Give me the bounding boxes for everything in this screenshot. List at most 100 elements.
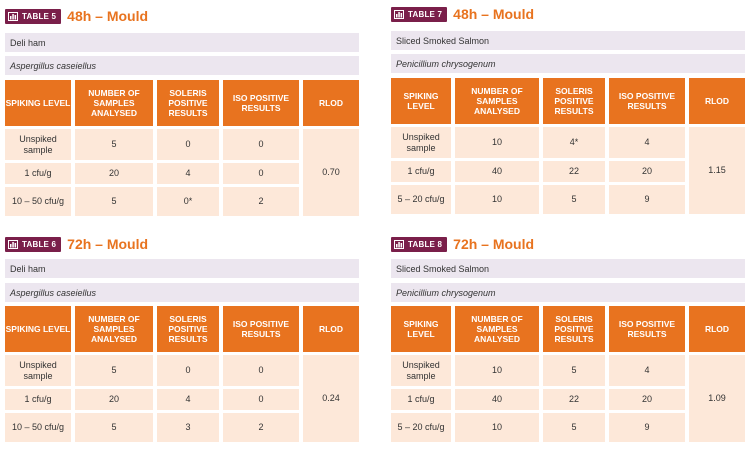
header-soleris-positive: SOLERIS POSITIVE RESULTS [157,80,219,126]
table-cell: 5 – 20 cfu/g [391,413,451,442]
table-badge: TABLE 6 [5,236,62,252]
table-cell: 10 [455,127,539,158]
header-rlod: RLOD [689,78,745,124]
table-cell: 5 [543,413,605,442]
table-cell: 1 cfu/g [391,389,451,410]
header-soleris-positive: SOLERIS POSITIVE RESULTS [543,78,605,124]
badge-label: TABLE 6 [22,239,57,249]
table-cell: 0 [223,355,299,386]
table-5-panel: TABLE 5 48h – Mould Deli ham Aspergillus… [5,4,359,216]
header-spiking-level: SPIKING LEVEL [5,80,71,126]
header-iso-positive: ISO POSITIVE RESULTS [609,306,685,352]
rlod-value: 1.15 [689,127,745,214]
table-cell: 10 [455,355,539,386]
table-title: 72h – Mould [67,236,149,252]
organism-label: Aspergillus caseiellus [5,283,359,302]
table-cell: 40 [455,389,539,410]
table-cell: 20 [75,163,153,184]
table-7-panel: TABLE 7 48h – Mould Sliced Smoked Salmon… [391,4,745,214]
table-cell: 10 [455,185,539,214]
table-6-panel: TABLE 6 72h – Mould Deli ham Aspergillus… [5,232,359,444]
table-cell: 20 [609,161,685,182]
table-cell: 0 [157,129,219,160]
header-iso-positive: ISO POSITIVE RESULTS [609,78,685,124]
table-cell: 5 [75,413,153,442]
bar-chart-icon [394,239,404,249]
table-cell: 22 [543,389,605,410]
table-cell: 10 [455,413,539,442]
table-cell: 20 [609,389,685,410]
table-header: TABLE 6 72h – Mould [5,232,148,256]
header-spiking-level: SPIKING LEVEL [391,78,451,124]
table-cell: 0 [157,355,219,386]
table-cell: Unspiked sample [5,355,71,386]
organism-label: Penicillium chrysogenum [391,54,745,73]
header-rlod: RLOD [303,306,359,352]
table-header: TABLE 7 48h – Mould [391,2,534,26]
badge-label: TABLE 8 [408,239,443,249]
table-cell: 5 [543,355,605,386]
table-cell: 2 [223,187,299,216]
header-samples-analysed: NUMBER OF SAMPLES ANALYSED [455,78,539,124]
table-cell: 3 [157,413,219,442]
bar-chart-icon [8,239,18,249]
table-cell: 1 cfu/g [5,389,71,410]
header-rlod: RLOD [303,80,359,126]
table-cell: 0 [223,163,299,184]
header-rlod: RLOD [689,306,745,352]
header-soleris-positive: SOLERIS POSITIVE RESULTS [543,306,605,352]
table-cell: 4 [157,163,219,184]
food-label: Deli ham [5,33,359,52]
table-cell: 4 [609,127,685,158]
table-title: 48h – Mould [453,6,535,22]
table-cell: 5 [75,355,153,386]
header-spiking-level: SPIKING LEVEL [391,306,451,352]
table-cell: 5 [75,187,153,216]
table-cell: 4 [157,389,219,410]
table-cell: 10 – 50 cfu/g [5,413,71,442]
table-cell: 22 [543,161,605,182]
table-cell: 0* [157,187,219,216]
table-cell: 4* [543,127,605,158]
organism-label: Penicillium chrysogenum [391,283,745,302]
header-soleris-positive: SOLERIS POSITIVE RESULTS [157,306,219,352]
table-title: 48h – Mould [67,8,149,24]
table-cell: 40 [455,161,539,182]
food-label: Sliced Smoked Salmon [391,259,745,278]
table-cell: 10 – 50 cfu/g [5,187,71,216]
table-cell: Unspiked sample [391,127,451,158]
table-cell: 5 [543,185,605,214]
rlod-value: 0.70 [303,129,359,216]
table-cell: 20 [75,389,153,410]
table-cell: 1 cfu/g [5,163,71,184]
table-cell: Unspiked sample [5,129,71,160]
table-header: TABLE 8 72h – Mould [391,232,534,256]
table-cell: 4 [609,355,685,386]
badge-label: TABLE 7 [408,9,443,19]
header-samples-analysed: NUMBER OF SAMPLES ANALYSED [75,306,153,352]
rlod-value: 0.24 [303,355,359,442]
header-samples-analysed: NUMBER OF SAMPLES ANALYSED [75,80,153,126]
table-8-panel: TABLE 8 72h – Mould Sliced Smoked Salmon… [391,232,745,444]
table-title: 72h – Mould [453,236,535,252]
badge-label: TABLE 5 [22,11,57,21]
table-cell: 9 [609,185,685,214]
header-iso-positive: ISO POSITIVE RESULTS [223,80,299,126]
header-samples-analysed: NUMBER OF SAMPLES ANALYSED [455,306,539,352]
table-cell: 0 [223,389,299,410]
rlod-value: 1.09 [689,355,745,442]
bar-chart-icon [394,9,404,19]
table-cell: 1 cfu/g [391,161,451,182]
table-cell: 5 [75,129,153,160]
table-cell: Unspiked sample [391,355,451,386]
header-iso-positive: ISO POSITIVE RESULTS [223,306,299,352]
table-header: TABLE 5 48h – Mould [5,4,148,28]
food-label: Deli ham [5,259,359,278]
bar-chart-icon [8,11,18,21]
table-cell: 2 [223,413,299,442]
table-badge: TABLE 5 [5,8,62,24]
table-cell: 5 – 20 cfu/g [391,185,451,214]
table-cell: 0 [223,129,299,160]
organism-label: Aspergillus caseiellus [5,56,359,75]
food-label: Sliced Smoked Salmon [391,31,745,50]
